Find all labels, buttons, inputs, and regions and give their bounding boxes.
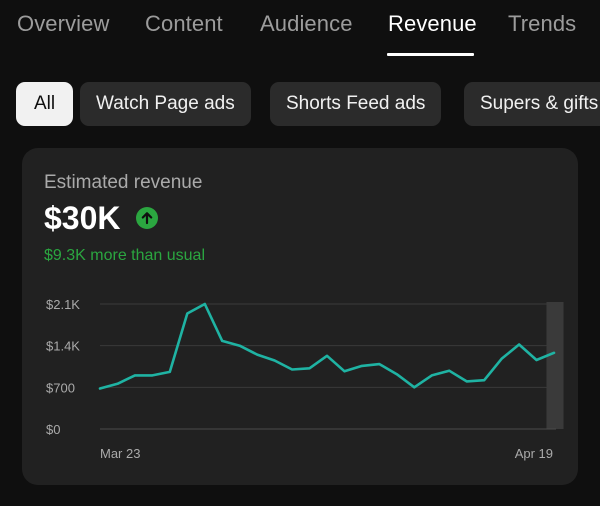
chip-shorts-feed-ads[interactable]: Shorts Feed ads xyxy=(270,82,442,126)
tab-overview[interactable]: Overview xyxy=(17,11,110,36)
chip-all[interactable]: All xyxy=(16,82,73,126)
revenue-line-chart[interactable]: $0 $700 $1.4K $2.1K Mar 23 Apr 19 xyxy=(22,148,578,485)
card-title: Estimated revenue xyxy=(44,172,203,193)
revenue-series-line xyxy=(98,302,556,390)
y-tick-label: $1.4K xyxy=(46,339,80,354)
x-tick-label-end: Apr 19 xyxy=(515,446,553,461)
tab-audience[interactable]: Audience xyxy=(260,11,353,36)
revenue-delta: $9.3K more than usual xyxy=(44,247,205,264)
y-tick-label: $700 xyxy=(46,380,75,395)
last-point-highlight xyxy=(546,302,564,429)
chip-watch-page-ads[interactable]: Watch Page ads xyxy=(80,82,251,126)
y-tick-label: $0 xyxy=(46,422,60,437)
revenue-value: $30K xyxy=(44,200,121,236)
filter-chips: All Watch Page ads Shorts Feed ads Super… xyxy=(0,82,600,126)
y-tick-label: $2.1K xyxy=(46,297,80,312)
tab-bar: Overview Content Audience Revenue Trends xyxy=(0,0,600,58)
tab-revenue[interactable]: Revenue xyxy=(388,11,477,36)
tab-trends[interactable]: Trends xyxy=(508,11,577,36)
arrow-up-icon xyxy=(136,207,158,229)
active-tab-indicator xyxy=(387,53,474,56)
tab-content[interactable]: Content xyxy=(145,11,223,36)
x-tick-label-start: Mar 23 xyxy=(100,446,140,461)
chip-supers-and-gifts[interactable]: Supers & gifts xyxy=(464,82,600,126)
revenue-card[interactable]: Estimated revenue $30K $9.3K more than u… xyxy=(22,148,578,485)
